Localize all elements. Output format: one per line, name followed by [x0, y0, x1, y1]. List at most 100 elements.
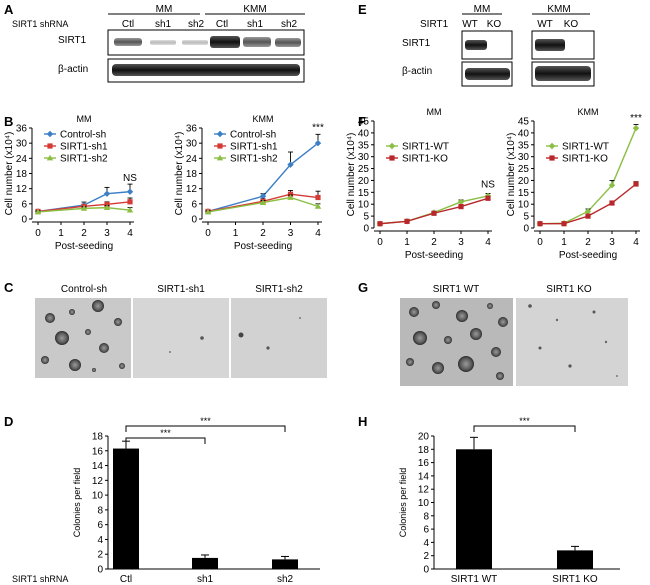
y-tick-label: 2 [97, 550, 103, 561]
chart-title: MM [77, 114, 92, 124]
colony-image-sirt1-sh2 [231, 298, 327, 378]
colony [496, 372, 504, 380]
legend-label: Control-sh [230, 130, 276, 141]
marker [46, 130, 54, 138]
image-background [133, 298, 229, 378]
marker [485, 195, 491, 201]
panel-h-label: H [358, 414, 367, 429]
significance-label: *** [160, 428, 171, 438]
x-tick-label: 1 [404, 237, 410, 248]
colony [555, 318, 559, 322]
category-label: sh2 [277, 574, 294, 585]
marker [259, 199, 267, 205]
marker [609, 200, 615, 206]
colony [69, 359, 81, 371]
x-tick-label: 0 [377, 237, 383, 248]
x-tick-label: 4 [485, 237, 491, 248]
y-tick-label: 18 [418, 445, 430, 456]
panel-a-blot-label-sirt1: SIRT1 [58, 35, 87, 46]
colony [99, 343, 109, 353]
legend-label: Control-sh [60, 130, 106, 141]
y-tick-label: 14 [92, 461, 104, 472]
bar [557, 550, 593, 569]
colony [528, 304, 532, 308]
marker [217, 143, 223, 149]
colony [604, 340, 608, 344]
colony [444, 336, 452, 344]
panel-e-lane-2: KO [487, 19, 502, 30]
panel-e-lane-4: KO [564, 19, 579, 30]
y-tick-label: 0 [363, 224, 369, 235]
colony [238, 332, 244, 338]
colony [92, 368, 96, 372]
colony-image-control-sh [35, 298, 131, 378]
x-tick-label: 1 [58, 228, 64, 239]
band [114, 38, 142, 46]
marker [103, 190, 111, 197]
category-label: SIRT1 WT [451, 574, 497, 585]
x-tick-label: 4 [127, 228, 133, 239]
y-tick-label: 5 [523, 212, 529, 223]
series-line [207, 142, 319, 213]
y-axis-label: Colonies per field [398, 468, 408, 538]
panel-g-image-label-2: SIRT1 KO [546, 284, 592, 295]
band [112, 64, 300, 76]
series-line [37, 201, 131, 213]
y-tick-label: 0 [21, 215, 27, 226]
bar [272, 559, 298, 569]
panel-a-lane-2: sh1 [155, 19, 172, 30]
y-tick-label: 30 [358, 152, 370, 163]
y-tick-label: 15 [518, 188, 530, 199]
panel-c-image-label-2: SIRT1-sh1 [157, 284, 205, 295]
colony [592, 310, 596, 314]
x-tick-label: 3 [609, 237, 615, 248]
category-label: SIRT1 KO [552, 574, 598, 585]
y-tick-label: 20 [358, 176, 370, 187]
category-label: Ctl [120, 574, 132, 585]
panel-e-lane-3: WT [537, 19, 553, 30]
significance-bracket [125, 425, 286, 432]
legend-label: SIRT1-sh2 [230, 154, 278, 165]
series-line [37, 206, 131, 213]
y-tick-label: 24 [16, 154, 28, 165]
y-tick-label: 10 [518, 200, 530, 211]
colony [85, 329, 91, 335]
panel-a-blot-label-actin: β-actin [58, 64, 88, 75]
colony [413, 331, 427, 345]
band [535, 39, 565, 51]
x-axis-label: Post-seeding [559, 250, 617, 261]
panel-b-label: B [4, 114, 13, 129]
x-tick-label: 4 [633, 237, 639, 248]
marker [389, 155, 395, 161]
y-axis-label: Cell number (x10⁴) [4, 132, 15, 216]
colony [119, 363, 125, 369]
colony [406, 358, 414, 366]
colony [409, 307, 419, 317]
x-tick-label: 1 [233, 228, 239, 239]
y-axis-label: Cell number (x10⁴) [506, 133, 517, 217]
bar [113, 448, 139, 569]
marker [458, 204, 464, 210]
panel-a-lane-6: sh2 [281, 19, 298, 30]
x-tick-label: 1 [561, 237, 567, 248]
x-axis-label: Post-seeding [405, 250, 463, 261]
band [182, 40, 208, 45]
panel-d-label: D [4, 414, 13, 429]
legend-label: SIRT1-sh1 [60, 142, 108, 153]
panel-e-group-kmm: KMM [547, 4, 570, 15]
colony-image-sirt1-ko [516, 298, 628, 386]
panel-g: G SIRT1 WT SIRT1 KO [358, 280, 628, 386]
y-tick-label: 14 [418, 471, 430, 482]
significance-label: *** [312, 123, 324, 134]
category-label: sh1 [197, 574, 214, 585]
panel-a-row-label: SIRT1 shRNA [12, 19, 68, 29]
x-axis-label: Post-seeding [55, 241, 113, 252]
colony [92, 300, 104, 312]
y-tick-label: 6 [21, 199, 27, 210]
marker [216, 130, 224, 138]
band [243, 37, 271, 47]
band [535, 66, 591, 81]
chart-title: KMM [578, 107, 599, 117]
